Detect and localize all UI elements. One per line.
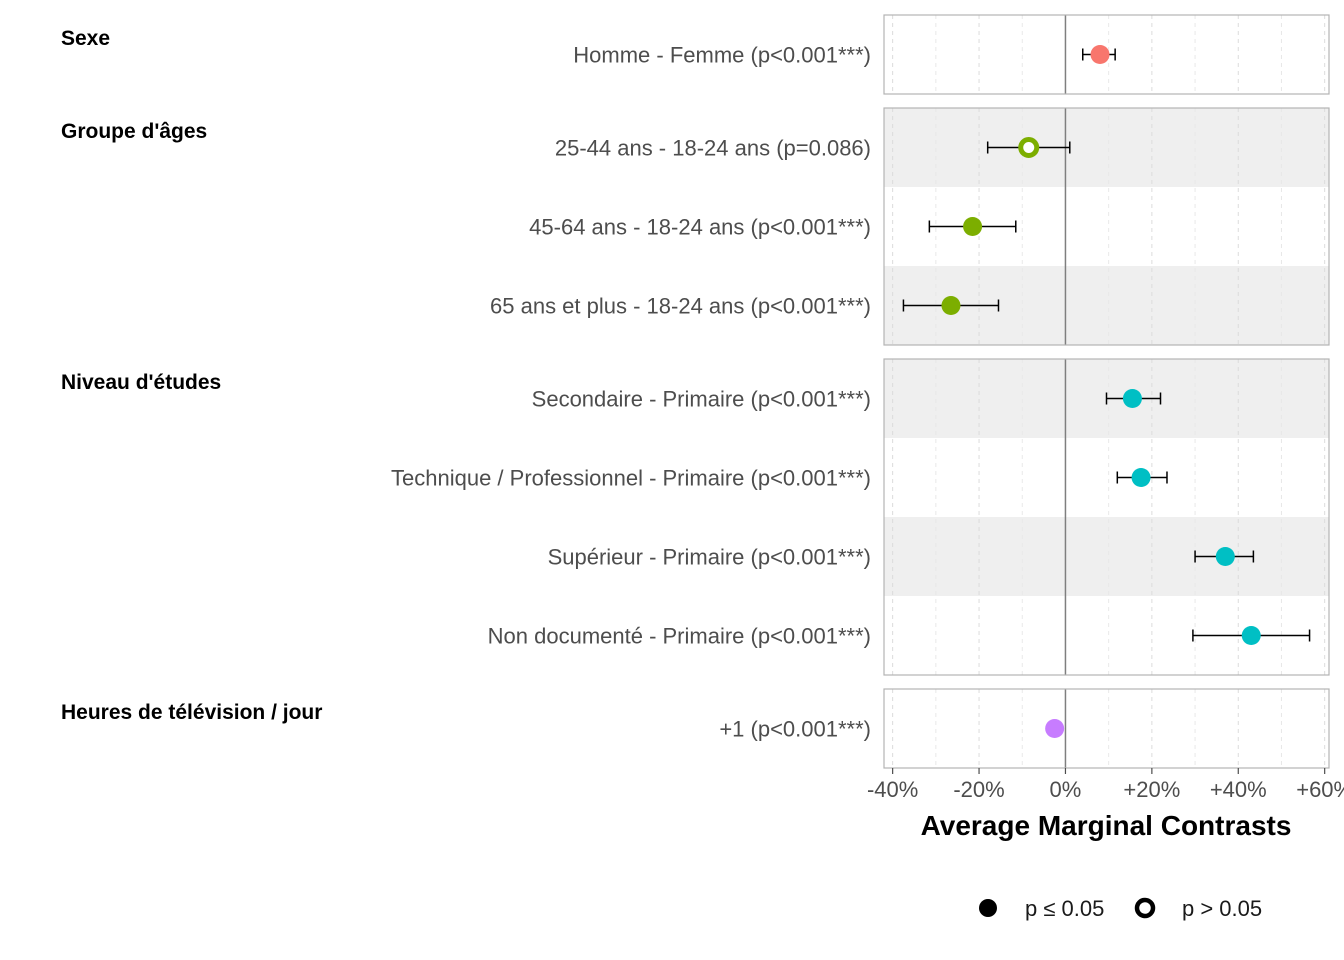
x-axis-title: Average Marginal Contrasts xyxy=(921,810,1292,841)
estimate-point xyxy=(1131,468,1151,487)
row-label: Homme - Femme (p<0.001***) xyxy=(573,43,871,68)
estimate-point xyxy=(1241,626,1261,645)
facet-panel xyxy=(883,107,1330,346)
estimate-point xyxy=(1090,45,1110,64)
legend-key-filled xyxy=(979,899,997,917)
x-tick-label: +20% xyxy=(1123,777,1180,802)
facet-panel xyxy=(883,358,1330,676)
row-label: Non documenté - Primaire (p<0.001***) xyxy=(488,624,871,649)
x-tick-label: -40% xyxy=(867,777,918,802)
row-label: Supérieur - Primaire (p<0.001***) xyxy=(548,545,871,570)
estimate-point xyxy=(941,296,961,315)
estimate-point xyxy=(1122,389,1142,408)
row-label: Secondaire - Primaire (p<0.001***) xyxy=(532,387,871,412)
legend-label: p > 0.05 xyxy=(1182,896,1262,921)
group-title: Sexe xyxy=(61,27,110,50)
x-tick-label: -20% xyxy=(953,777,1004,802)
row-label: +1 (p<0.001***) xyxy=(719,717,871,742)
estimate-point-hollow xyxy=(1018,137,1040,158)
row-stripe xyxy=(884,108,1329,187)
group-title: Groupe d'âges xyxy=(61,120,207,143)
row-stripe xyxy=(884,517,1329,596)
x-tick-label: +60% xyxy=(1296,777,1344,802)
facet-panel xyxy=(883,14,1330,95)
row-label: 25-44 ans - 18-24 ans (p=0.086) xyxy=(555,136,871,161)
row-labels: Sexe Homme - Femme (p<0.001***) Groupe d'â… xyxy=(61,27,871,742)
row-label: 45-64 ans - 18-24 ans (p<0.001***) xyxy=(529,215,871,240)
panel-border xyxy=(883,107,1330,346)
legend: p ≤ 0.05 p > 0.05 xyxy=(979,896,1262,921)
row-label: Technique / Professionnel - Primaire (p<… xyxy=(391,466,871,491)
group-title: Niveau d'études xyxy=(61,371,221,394)
panel-border xyxy=(883,14,1330,95)
facet-panel xyxy=(883,688,1330,769)
row-label: 65 ans et plus - 18-24 ans (p<0.001***) xyxy=(490,294,871,319)
x-tick-label: 0% xyxy=(1050,777,1082,802)
panel-border xyxy=(883,688,1330,769)
facet-panels xyxy=(883,14,1330,769)
estimate-point xyxy=(1045,719,1065,738)
x-axis: -40% -20% 0% +20% +40% +60% xyxy=(867,768,1344,802)
legend-key-hollow xyxy=(1134,897,1156,919)
panel-border xyxy=(883,358,1330,676)
group-title: Heures de télévision / jour xyxy=(61,701,322,724)
x-tick-label: +40% xyxy=(1210,777,1267,802)
estimate-point xyxy=(963,217,983,236)
legend-label: p ≤ 0.05 xyxy=(1025,896,1104,921)
estimate-point xyxy=(1215,547,1235,566)
